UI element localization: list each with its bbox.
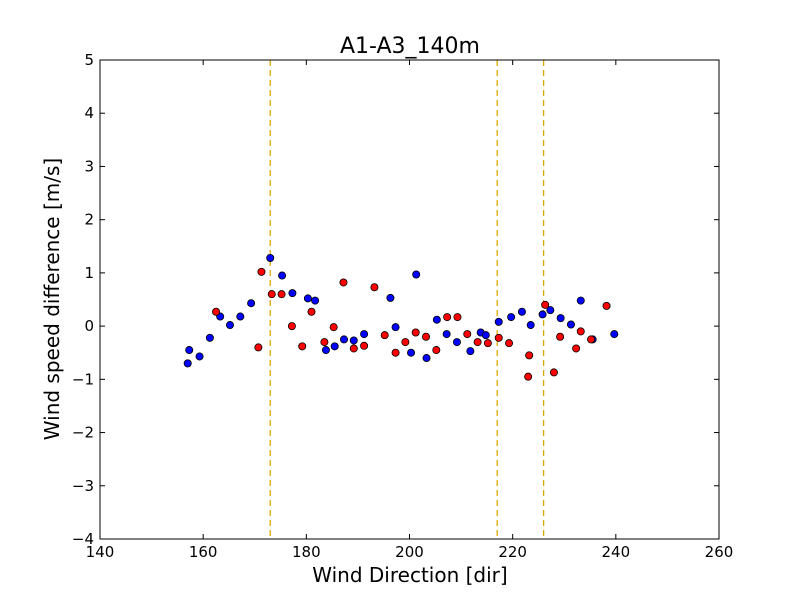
data-point xyxy=(303,294,312,303)
data-point xyxy=(321,346,330,355)
data-point xyxy=(412,270,421,279)
data-point xyxy=(483,339,492,348)
data-point xyxy=(360,341,369,350)
data-point xyxy=(442,330,451,339)
data-point xyxy=(494,333,503,342)
data-point xyxy=(538,310,547,319)
data-point xyxy=(183,359,192,368)
data-point xyxy=(278,271,287,280)
data-point xyxy=(473,338,482,347)
y-tick-label: 2 xyxy=(84,211,94,229)
data-point xyxy=(288,289,297,298)
data-point xyxy=(576,296,585,305)
data-point xyxy=(452,338,461,347)
chart-title: A1-A3_140m xyxy=(340,34,480,59)
data-point xyxy=(257,267,266,276)
data-point xyxy=(576,327,585,336)
y-tick-label: −3 xyxy=(72,477,94,495)
data-point xyxy=(494,317,503,326)
x-tick-label: 140 xyxy=(86,543,115,561)
y-tick-label: 3 xyxy=(84,157,94,175)
x-tick-label: 260 xyxy=(705,543,734,561)
data-point xyxy=(205,333,214,342)
data-point xyxy=(247,299,256,308)
y-tick-label: 0 xyxy=(84,317,94,335)
data-point xyxy=(185,346,194,355)
x-tick-label: 200 xyxy=(395,543,424,561)
x-tick-label: 180 xyxy=(292,543,321,561)
data-point xyxy=(587,335,596,344)
data-point xyxy=(225,321,234,330)
x-tick-label: 220 xyxy=(498,543,527,561)
x-tick-label: 240 xyxy=(602,543,631,561)
data-point xyxy=(432,315,441,324)
data-point xyxy=(277,290,286,299)
data-point xyxy=(360,330,369,339)
data-point xyxy=(330,342,339,351)
data-point xyxy=(339,335,348,344)
data-point xyxy=(236,312,245,321)
data-point xyxy=(386,293,395,302)
y-axis-label: Wind speed difference [m/s] xyxy=(40,158,64,440)
data-point xyxy=(349,344,358,353)
data-point xyxy=(287,322,296,331)
data-point xyxy=(422,332,431,341)
data-point xyxy=(320,338,329,347)
x-tick-label: 160 xyxy=(189,543,218,561)
data-point xyxy=(541,300,550,309)
data-point xyxy=(311,296,320,305)
data-point xyxy=(266,253,275,262)
data-point xyxy=(407,348,416,357)
data-point xyxy=(339,278,348,287)
data-point xyxy=(370,283,379,292)
data-point xyxy=(481,331,490,340)
y-tick-label: 5 xyxy=(84,51,94,69)
data-point xyxy=(524,372,533,381)
data-point xyxy=(525,351,534,360)
data-point xyxy=(195,352,204,361)
data-point xyxy=(307,307,316,316)
data-points xyxy=(183,253,619,381)
data-point xyxy=(566,320,575,329)
data-point xyxy=(507,313,516,322)
data-point xyxy=(602,301,611,310)
data-point xyxy=(391,323,400,332)
data-point xyxy=(549,368,558,377)
data-point xyxy=(267,290,276,299)
data-point xyxy=(432,346,441,355)
y-tick-label: −2 xyxy=(72,424,94,442)
y-tick-label: −4 xyxy=(72,530,94,548)
data-point xyxy=(453,313,462,322)
x-axis-label: Wind Direction [dir] xyxy=(312,563,507,587)
data-point xyxy=(422,354,431,363)
y-tick-label: 4 xyxy=(84,104,94,122)
data-point xyxy=(380,331,389,340)
data-point xyxy=(572,344,581,353)
y-tick-label: 1 xyxy=(84,264,94,282)
data-point xyxy=(401,338,410,347)
data-point xyxy=(556,314,565,323)
data-point xyxy=(329,323,338,332)
data-point xyxy=(391,348,400,357)
data-point xyxy=(517,307,526,316)
data-point xyxy=(526,321,535,330)
data-point xyxy=(505,339,514,348)
data-point xyxy=(411,328,420,337)
data-point xyxy=(349,336,358,345)
data-point xyxy=(254,343,263,352)
y-tick-label: −1 xyxy=(72,370,94,388)
axis-ticks: 140 160 180 200 220 240 260 −4 −3 −2 −1 0 1 2 3 4 5 xyxy=(72,51,733,561)
data-point xyxy=(463,330,472,339)
data-point xyxy=(546,306,555,315)
data-point xyxy=(212,307,221,316)
data-point xyxy=(466,347,475,356)
data-point xyxy=(556,332,565,341)
data-point xyxy=(298,342,307,351)
data-point xyxy=(443,313,452,322)
data-point xyxy=(610,330,619,339)
